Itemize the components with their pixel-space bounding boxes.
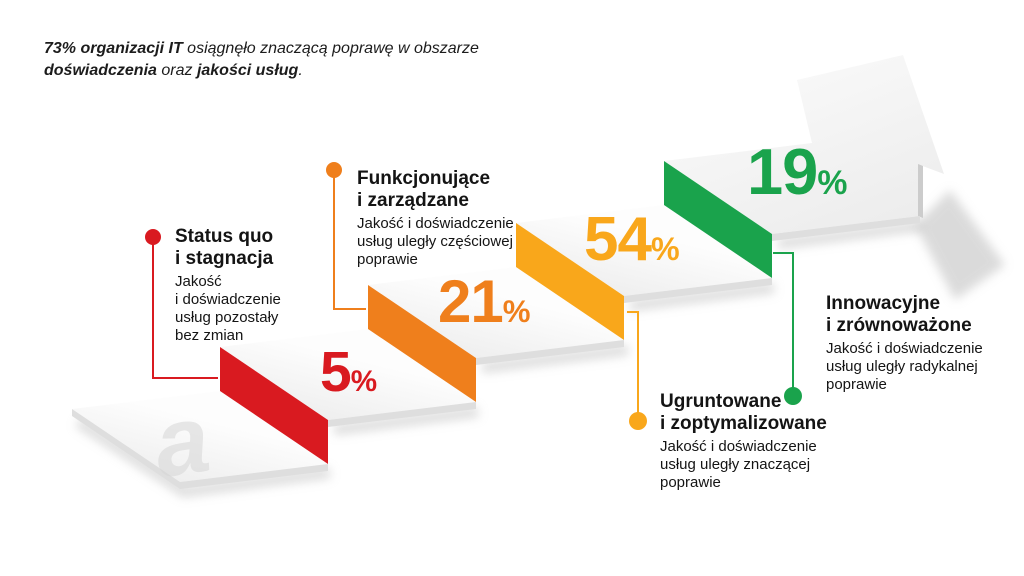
riser-funkcjonujace <box>368 285 476 402</box>
tread-step-3 <box>516 205 772 296</box>
label-funkcjonujace-title: Funkcjonujące i zarządzane <box>357 168 491 211</box>
shadow-step5 <box>777 221 923 249</box>
headline-segment: oraz <box>156 61 197 79</box>
tread-step-1 <box>220 329 476 420</box>
connector-dot-innowacyjne <box>784 387 802 405</box>
headline-segment: jakości usług <box>196 61 299 79</box>
connectors <box>152 177 794 413</box>
headline: 73% organizacji IT osiągnęło znaczącą po… <box>44 38 524 81</box>
arrow-shadow <box>915 190 1005 300</box>
connector-line-innowacyjne <box>773 252 794 388</box>
label-status-quo-title: Status quo i stagnacja <box>175 226 274 269</box>
percent-innowacyjne: 19% <box>747 139 847 204</box>
percent-value: 19 <box>747 135 818 208</box>
riser-status-quo <box>220 347 328 464</box>
headline-segment: . <box>298 61 303 79</box>
arrow-tread <box>664 55 944 234</box>
edge-base <box>72 409 328 489</box>
percent-sign: % <box>817 164 848 202</box>
arrow-side-face <box>918 164 923 218</box>
edge-step-3 <box>624 278 772 303</box>
percent-value: 54 <box>584 205 652 274</box>
label-funkcjonujace: Funkcjonujące i zarządzane Jakość i dośw… <box>357 168 532 269</box>
connector-dot-ugruntowane <box>629 412 647 430</box>
tread-step-2 <box>368 267 624 358</box>
label-innowacyjne: Innowacyjne i zrównoważone Jakość i dośw… <box>826 293 1001 394</box>
tread-edges <box>72 216 920 489</box>
edge-step-1 <box>328 402 476 427</box>
shadow-step1 <box>75 417 331 498</box>
label-funkcjonujace-desc: Jakość i doświadczenie usług uległy częś… <box>357 215 514 268</box>
shadow-step3 <box>481 345 629 373</box>
riser-innowacyjne <box>664 161 772 278</box>
percent-funkcjonujace: 21% <box>438 272 530 332</box>
connector-dot-funkcjonujace <box>326 162 342 178</box>
connector-line-funkcjonujace <box>333 177 366 310</box>
percent-value: 21 <box>438 268 504 335</box>
percent-sign: % <box>350 365 378 398</box>
label-status-quo-desc: Jakość i doświadczenie usług pozostały b… <box>175 273 281 344</box>
edge-step-2 <box>476 340 624 365</box>
headline-segment: osiągnęło znaczącą poprawę w obszarze <box>182 40 479 57</box>
percent-sign: % <box>650 231 680 267</box>
label-innowacyjne-desc: Jakość i doświadczenie usług uległy rady… <box>826 340 983 393</box>
percent-status-quo: 5% <box>320 344 377 401</box>
label-ugruntowane: Ugruntowane i zoptymalizowane Jakość i d… <box>660 391 845 492</box>
connector-dot-status-quo <box>145 229 161 245</box>
shadow-step4 <box>629 283 775 311</box>
label-innowacyjne-title: Innowacyjne i zrównoważone <box>826 293 972 336</box>
headline-segment: doświadczenia <box>44 61 157 79</box>
connector-line-ugruntowane <box>627 311 639 413</box>
percent-ugruntowane: 54% <box>584 209 680 271</box>
tread-shadows <box>75 221 923 498</box>
label-status-quo: Status quo i stagnacja Jakość i doświadc… <box>175 226 325 345</box>
label-ugruntowane-desc: Jakość i doświadczenie usług uległy znac… <box>660 438 817 491</box>
headline-segment: 73% organizacji IT <box>44 40 183 57</box>
percent-sign: % <box>502 294 531 329</box>
riser-ugruntowane <box>516 223 624 340</box>
percent-value: 5 <box>320 340 352 404</box>
connector-line-status-quo <box>152 244 218 379</box>
label-ugruntowane-title: Ugruntowane i zoptymalizowane <box>660 391 827 434</box>
edge-arrow <box>772 216 920 241</box>
tread-base <box>72 391 328 482</box>
shadow-step2 <box>333 407 479 435</box>
